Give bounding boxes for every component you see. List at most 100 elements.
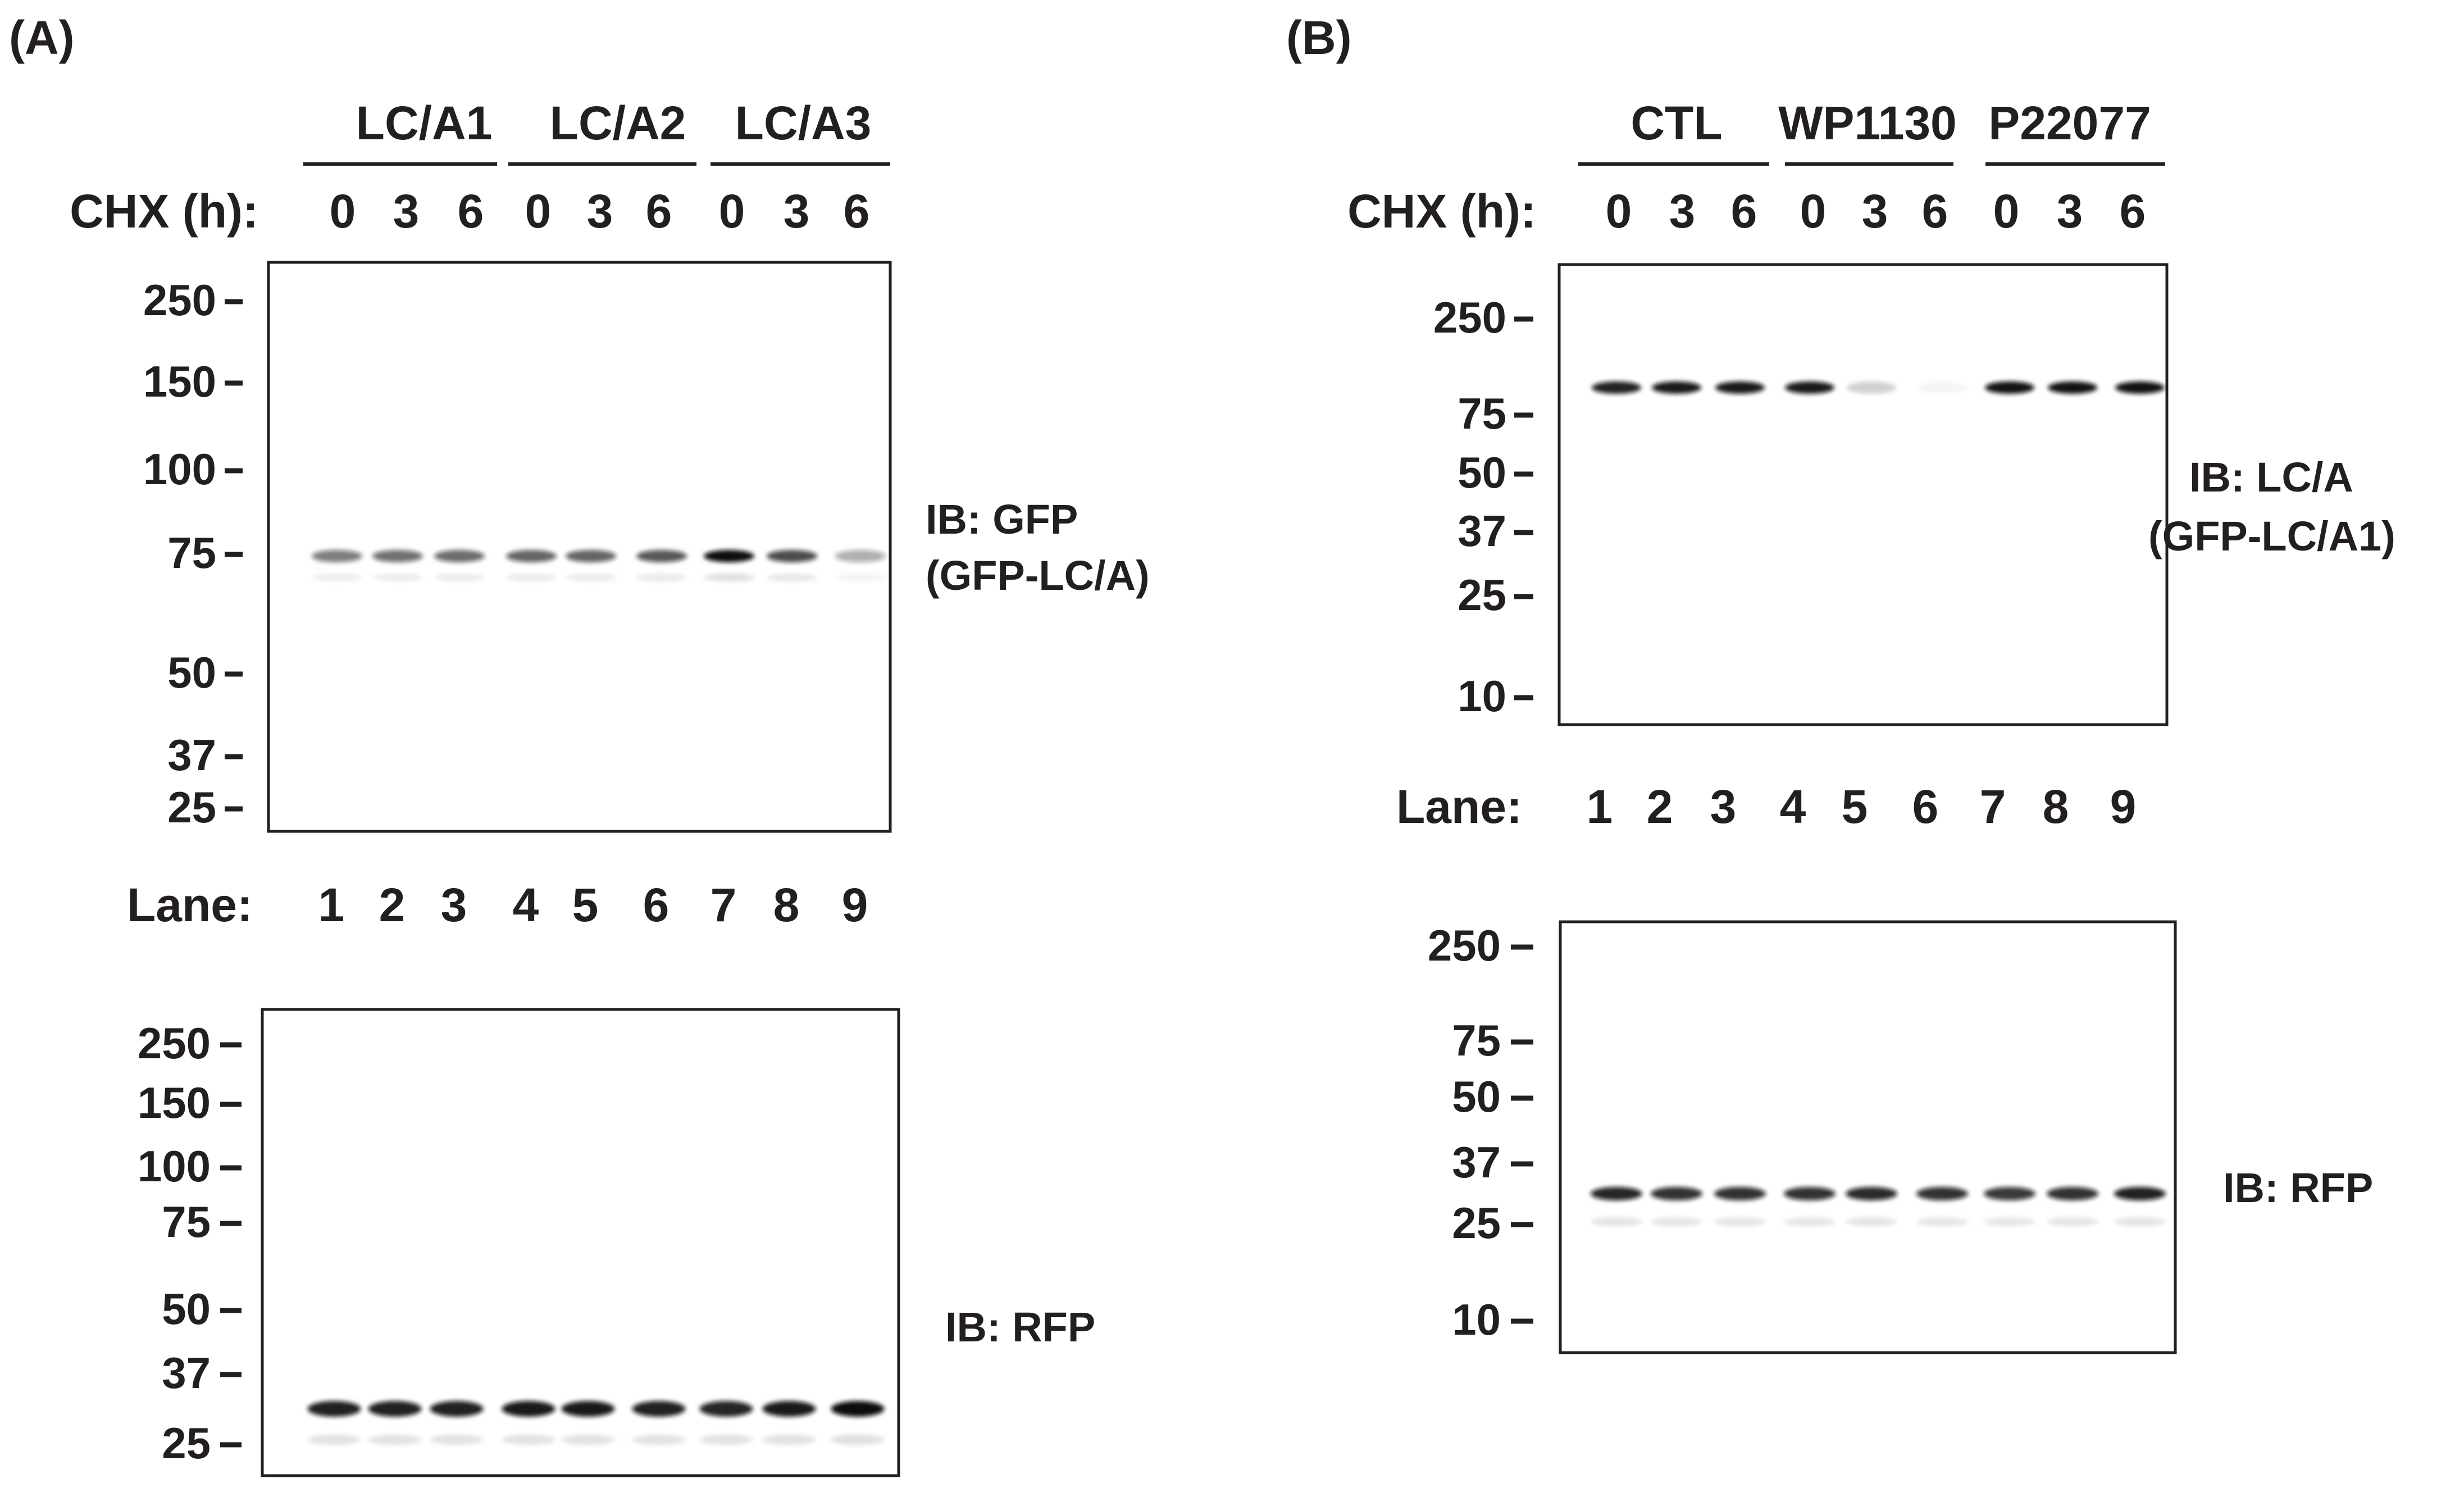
chx-time: 3 <box>784 185 810 238</box>
lane-number: 8 <box>773 879 800 931</box>
faint-band <box>1984 1217 2035 1226</box>
faint-band <box>1651 1217 1702 1226</box>
group-label-ctl: CTL <box>1630 97 1722 149</box>
blot-rfp-markers: 250 75 50 37 25 10 <box>1428 921 1533 1344</box>
protein-band <box>434 550 485 562</box>
chx-time: 0 <box>1606 185 1632 238</box>
protein-band <box>2047 1187 2098 1200</box>
chx-time: 3 <box>2057 185 2083 238</box>
blot-gfp-ib-line1: IB: GFP <box>926 496 1078 543</box>
blot-rfp-bands <box>307 1401 885 1445</box>
protein-band <box>312 550 362 562</box>
chx-label: CHX (h): <box>1347 185 1536 238</box>
group-label-lca3: LC/A3 <box>735 97 872 149</box>
protein-band <box>1984 1187 2035 1200</box>
protein-band <box>2114 1187 2166 1200</box>
mw-marker-label: 25 <box>167 782 216 832</box>
mw-marker-label: 25 <box>1452 1198 1501 1248</box>
lane-number: 3 <box>441 879 467 931</box>
faint-band <box>434 573 485 582</box>
mw-marker-label: 100 <box>138 1141 211 1191</box>
protein-band <box>2115 381 2165 394</box>
lane-number: 2 <box>1647 780 1673 833</box>
protein-band <box>561 1401 615 1417</box>
blot-rfp-bands <box>1591 1187 2166 1226</box>
lane-number: 2 <box>379 879 406 931</box>
mw-marker-label: 50 <box>162 1284 211 1334</box>
faint-band <box>835 573 886 582</box>
blot-gfp-ib-line2: (GFP-LC/A) <box>926 552 1150 599</box>
chx-time: 6 <box>1922 185 1948 238</box>
blot-rfp-ib-line1: IB: RFP <box>945 1304 1095 1350</box>
lane-number: 7 <box>1980 780 2006 833</box>
chx-time: 0 <box>1800 185 1827 238</box>
protein-band <box>1592 381 1641 394</box>
lane-label: Lane: <box>1396 780 1522 833</box>
protein-band <box>1651 1187 1702 1200</box>
faint-band <box>1591 1217 1642 1226</box>
blot-gfp-bands <box>312 550 886 582</box>
protein-band <box>1652 381 1701 394</box>
lane-number: 1 <box>1587 780 1613 833</box>
group-label-lca1: LC/A1 <box>356 97 493 149</box>
protein-band <box>1715 381 1765 394</box>
mw-marker-label: 75 <box>1458 389 1506 438</box>
mw-marker-label: 10 <box>1452 1295 1501 1344</box>
protein-band <box>307 1401 361 1417</box>
lane-number: 9 <box>842 879 868 931</box>
mw-marker-label: 50 <box>1452 1072 1501 1121</box>
chx-time: 6 <box>646 185 672 238</box>
mw-marker-label: 150 <box>138 1078 211 1127</box>
mw-marker-label: 250 <box>1433 293 1506 342</box>
lane-number: 7 <box>710 879 737 931</box>
faint-band <box>368 1434 422 1445</box>
protein-band <box>636 550 687 562</box>
protein-band <box>704 550 754 562</box>
faint-band <box>561 1434 615 1445</box>
protein-band <box>632 1401 686 1417</box>
faint-band <box>430 1434 484 1445</box>
faint-band <box>566 573 616 582</box>
mw-marker-label: 75 <box>167 528 216 577</box>
lane-number: 6 <box>1912 780 1939 833</box>
protein-band <box>699 1401 753 1417</box>
protein-band <box>835 550 886 562</box>
mw-marker-label: 50 <box>1458 448 1506 497</box>
protein-band <box>372 550 423 562</box>
group-label-wp1130: WP1130 <box>1778 97 1957 149</box>
faint-band <box>2114 1217 2166 1226</box>
protein-band <box>1784 1187 1836 1200</box>
protein-band <box>831 1401 885 1417</box>
faint-band <box>704 573 754 582</box>
chx-time: 3 <box>1862 185 1888 238</box>
blot-rfp-frame <box>261 1008 900 1477</box>
mw-marker-label: 50 <box>167 648 216 697</box>
faint-band <box>1714 1217 1766 1226</box>
chx-time: 0 <box>719 185 745 238</box>
faint-band <box>632 1434 686 1445</box>
protein-band <box>1591 1187 1642 1200</box>
blot-rfp-frame <box>1559 920 2177 1354</box>
chx-time: 3 <box>1669 185 1696 238</box>
chx-time: 0 <box>1993 185 2020 238</box>
faint-band <box>1846 1217 1897 1226</box>
faint-band <box>636 573 687 582</box>
protein-band <box>767 550 817 562</box>
mw-marker-label: 75 <box>162 1197 211 1246</box>
chx-time: 0 <box>525 185 552 238</box>
protein-band <box>1918 381 1967 394</box>
blot-lca-ib-line2: (GFP-LC/A1) <box>2148 513 2395 559</box>
faint-band <box>831 1434 885 1445</box>
mw-marker-label: 250 <box>143 275 216 325</box>
protein-band <box>506 550 557 562</box>
faint-band <box>762 1434 816 1445</box>
faint-band <box>767 573 817 582</box>
mw-marker-label: 25 <box>1458 570 1506 620</box>
blot-lca-bands <box>1592 381 2165 394</box>
